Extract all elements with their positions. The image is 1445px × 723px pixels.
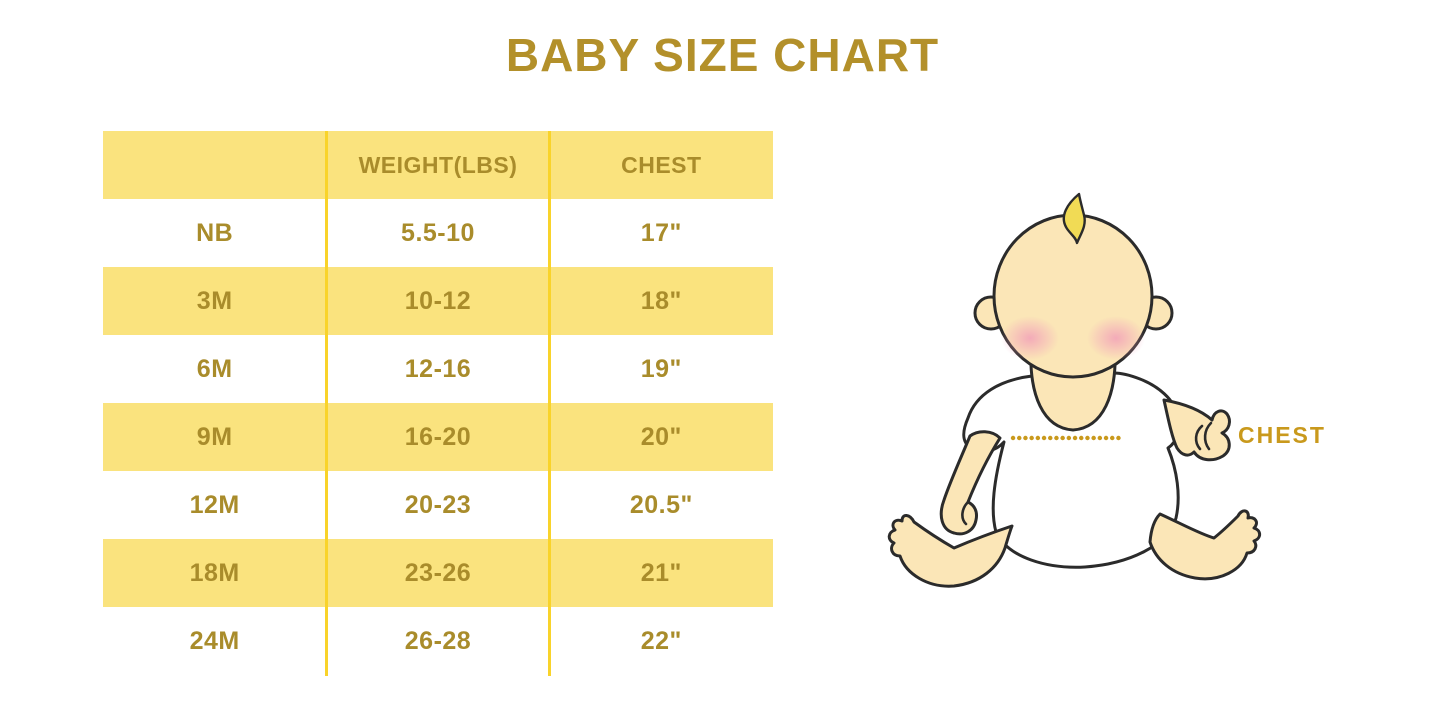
cell-weight: 16-20: [404, 422, 472, 451]
cell-size: 18M: [189, 558, 240, 587]
cell-chest: 19": [640, 354, 682, 383]
size-chart-table: WEIGHT(LBS) CHEST NB 5.5-10 17" 3M 10-12…: [103, 131, 773, 676]
cell-weight: 10-12: [404, 286, 472, 315]
column-divider: [325, 131, 328, 676]
cell-size: NB: [196, 218, 234, 247]
cell-chest: 22": [640, 626, 682, 655]
header-cell-size: [103, 131, 326, 199]
baby-illustration: [887, 192, 1262, 588]
cell-chest: 20.5": [629, 490, 693, 519]
table-row: 12M 20-23 20.5": [103, 471, 773, 539]
baby-leg-left: [887, 514, 1014, 588]
cell-weight: 26-28: [404, 626, 472, 655]
cell-chest: 21": [640, 558, 682, 587]
cell-size: 24M: [189, 626, 240, 655]
column-divider: [548, 131, 551, 676]
baby-blush-left: [1001, 316, 1059, 360]
table-row: NB 5.5-10 17": [103, 199, 773, 267]
baby-arm-right: [1162, 398, 1231, 462]
cell-weight: 12-16: [404, 354, 472, 383]
cell-weight: 5.5-10: [401, 218, 475, 247]
cell-size: 9M: [196, 422, 233, 451]
header-cell-chest: CHEST: [621, 151, 702, 178]
table-header-row: WEIGHT(LBS) CHEST: [103, 131, 773, 199]
cell-chest: 18": [640, 286, 682, 315]
table-row: 9M 16-20 20": [103, 403, 773, 471]
baby-arm-left: [939, 430, 1002, 536]
table-row: 24M 26-28 22": [103, 607, 773, 675]
cell-chest: 20": [640, 422, 682, 451]
baby-leg-right: [1148, 509, 1262, 581]
table-row: 6M 12-16 19": [103, 335, 773, 403]
baby-figure: [880, 180, 1340, 610]
cell-size: 6M: [196, 354, 233, 383]
table-row: 18M 23-26 21": [103, 539, 773, 607]
cell-weight: 23-26: [404, 558, 472, 587]
baby-hair-curl: [1062, 192, 1086, 245]
baby-blush-right: [1087, 316, 1145, 360]
cell-chest: 17": [640, 218, 682, 247]
baby-fist-finger-line: [1203, 421, 1213, 451]
cell-size: 12M: [189, 490, 240, 519]
header-cell-weight: WEIGHT(LBS): [358, 151, 518, 178]
page-title: BABY SIZE CHART: [505, 29, 940, 81]
baby-hand-left-finger-line: [961, 500, 970, 526]
cell-weight: 20-23: [404, 490, 472, 519]
baby-fist-finger-line: [1194, 424, 1204, 451]
cell-size: 3M: [196, 286, 233, 315]
chest-label: CHEST: [1238, 422, 1326, 448]
table-row: 3M 10-12 18": [103, 267, 773, 335]
